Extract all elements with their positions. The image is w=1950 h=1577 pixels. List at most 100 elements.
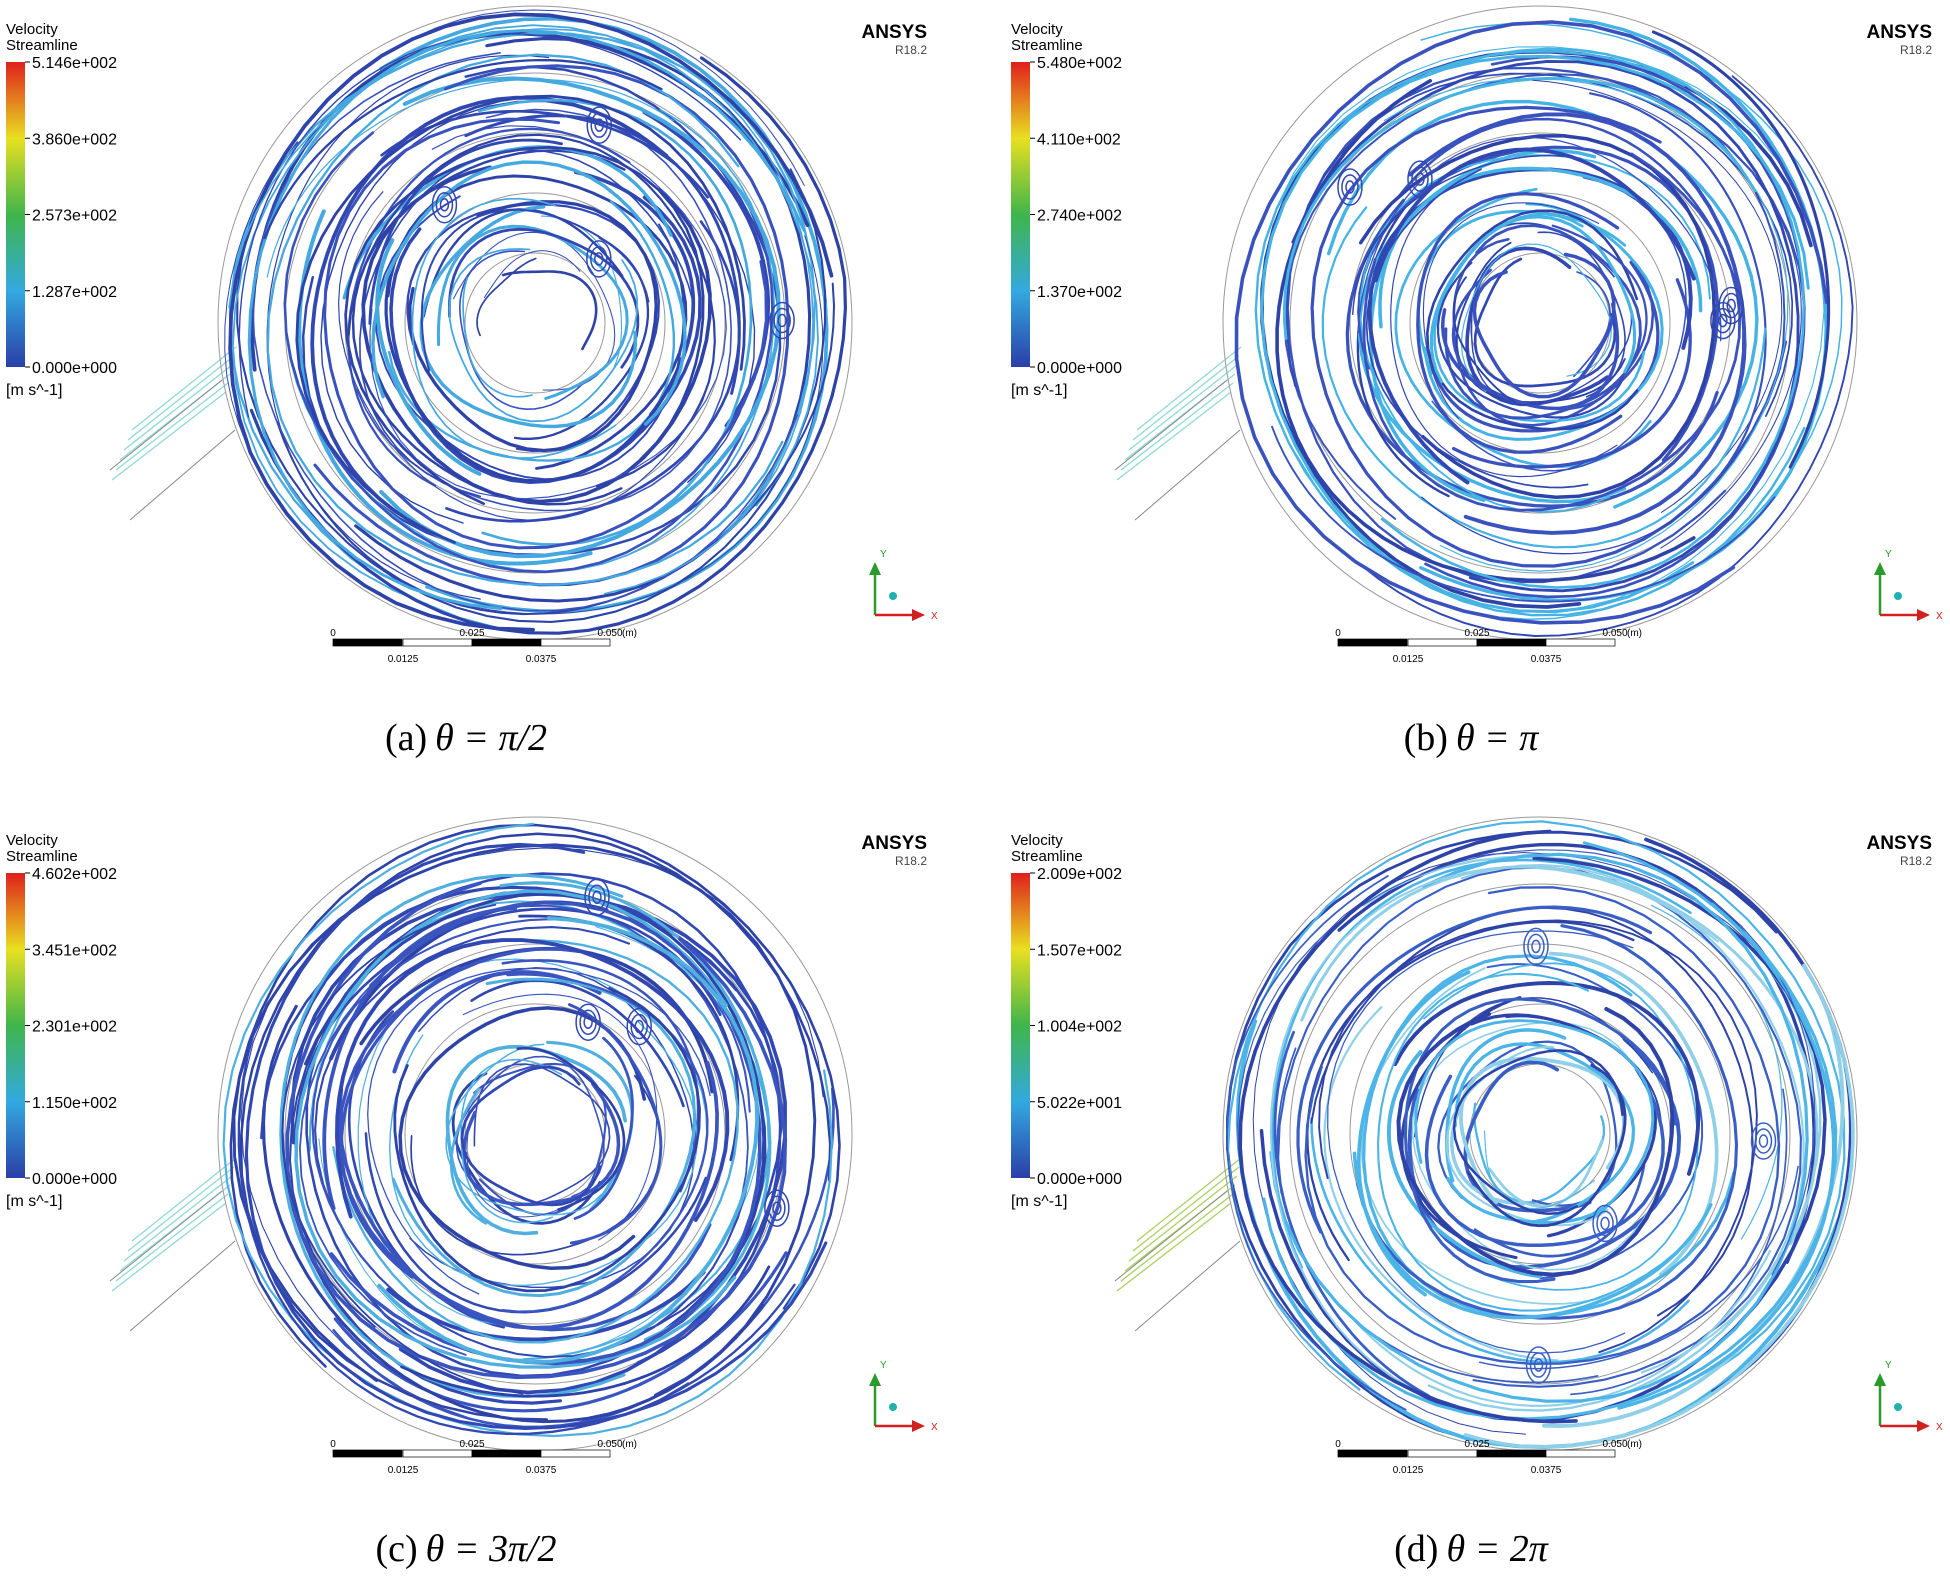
vortex	[579, 1009, 597, 1035]
vortex	[586, 106, 612, 144]
legend-subtitle: Streamline	[1011, 37, 1083, 54]
inlet-streamline	[1136, 1157, 1242, 1242]
streamline	[339, 966, 460, 1279]
streamline	[1377, 972, 1679, 1312]
inlet-streamline	[1128, 364, 1238, 451]
vortex	[1527, 933, 1545, 960]
streamline	[462, 993, 658, 1241]
streamline	[320, 100, 756, 524]
vortex	[1407, 160, 1433, 198]
caption-label: (c)	[375, 1528, 417, 1570]
streamline	[1444, 224, 1642, 420]
streamline	[1327, 930, 1634, 1354]
scale-bar: 0 0.025 0.050 (m) 0.0125 0.0375	[1335, 1439, 1642, 1476]
streamline	[420, 208, 650, 372]
vortex	[1337, 168, 1363, 206]
colorbar-label: 2.740e+002	[1037, 208, 1122, 225]
streamline	[393, 986, 701, 1293]
inlet-streamline	[127, 355, 235, 441]
version: R18.2	[895, 43, 927, 57]
scale-label: 0.0375	[1531, 1465, 1562, 1476]
streamline	[1386, 1050, 1543, 1279]
vortex	[1345, 180, 1355, 194]
streamline	[1393, 981, 1701, 1176]
streamline	[449, 1087, 488, 1225]
vortex	[769, 301, 795, 340]
streamline	[1323, 1006, 1559, 1362]
vortex	[1758, 1134, 1769, 1148]
streamline	[1359, 75, 1854, 637]
vortex	[594, 252, 604, 266]
scale-segment	[1476, 638, 1547, 647]
streamline	[1460, 863, 1805, 1374]
streamline	[260, 872, 782, 1364]
vane-outline	[404, 1003, 666, 1265]
streamline	[323, 117, 768, 550]
version: R18.2	[895, 854, 927, 868]
brand: ANSYS	[1867, 22, 1932, 43]
streamline	[568, 1003, 663, 1245]
vane-outline	[464, 252, 606, 394]
streamlines	[109, 816, 853, 1452]
streamline	[448, 248, 639, 423]
streamline	[238, 33, 742, 418]
scale-segment	[1337, 638, 1408, 647]
vortex	[626, 1007, 652, 1046]
streamline	[501, 973, 709, 1313]
streamline	[375, 195, 685, 481]
vortex	[764, 1189, 790, 1227]
streamline	[1356, 196, 1450, 498]
streamline	[1296, 905, 1653, 1234]
scale-label: 0	[1335, 628, 1341, 639]
streamline	[1473, 257, 1617, 388]
streamline	[1262, 841, 1838, 1421]
streamline	[337, 947, 712, 1332]
streamline	[501, 270, 598, 351]
scale-label: 0.0375	[1531, 654, 1562, 665]
axis-triad: YX	[869, 549, 938, 622]
colorbar-label: 3.860e+002	[32, 131, 117, 148]
scale-label: 0.0375	[526, 1465, 557, 1476]
vortex	[1726, 298, 1736, 313]
inlet-streamline	[115, 1193, 229, 1282]
inlet-streamline	[111, 1202, 227, 1292]
streamline	[1234, 20, 1829, 625]
unit-label: [m s^-1]	[1011, 382, 1067, 399]
scale-label: 0.025	[1464, 1439, 1489, 1450]
colorbar-label: 4.110e+002	[1037, 131, 1121, 148]
streamline	[1236, 849, 1816, 1276]
vortex	[588, 884, 606, 910]
streamline	[335, 938, 730, 1222]
streamline	[354, 37, 812, 603]
streamline	[1408, 112, 1747, 535]
vortex	[590, 112, 608, 138]
streamline	[351, 149, 626, 506]
inlet-streamline	[115, 382, 229, 471]
colorbar-label: 0.000e+000	[1037, 1171, 1122, 1188]
streamline	[322, 906, 518, 1211]
vortex	[1750, 1122, 1777, 1160]
streamline	[1472, 252, 1616, 399]
colorbar-label: 5.480e+002	[1037, 55, 1122, 72]
streamline	[295, 94, 746, 544]
scale-label: (m)	[1627, 628, 1642, 639]
vane-outline	[404, 192, 666, 454]
streamline	[266, 78, 674, 278]
scale-label: 0.025	[459, 628, 484, 639]
scale-segment	[332, 638, 403, 647]
colorbar-label: 0.000e+000	[32, 1171, 117, 1188]
streamline	[368, 138, 563, 325]
scale-segment	[471, 1449, 542, 1458]
axis-z	[1894, 592, 1902, 600]
vortex	[1533, 1358, 1544, 1372]
legend-title: Velocity	[1011, 21, 1063, 38]
caption-label: (d)	[1394, 1528, 1438, 1570]
streamline	[419, 205, 638, 429]
colorbar-label: 5.146e+002	[32, 55, 117, 72]
vortex	[431, 186, 458, 224]
streamline	[377, 916, 760, 1365]
streamline	[1416, 209, 1627, 375]
streamline	[1355, 924, 1739, 1320]
streamline	[237, 1011, 796, 1436]
